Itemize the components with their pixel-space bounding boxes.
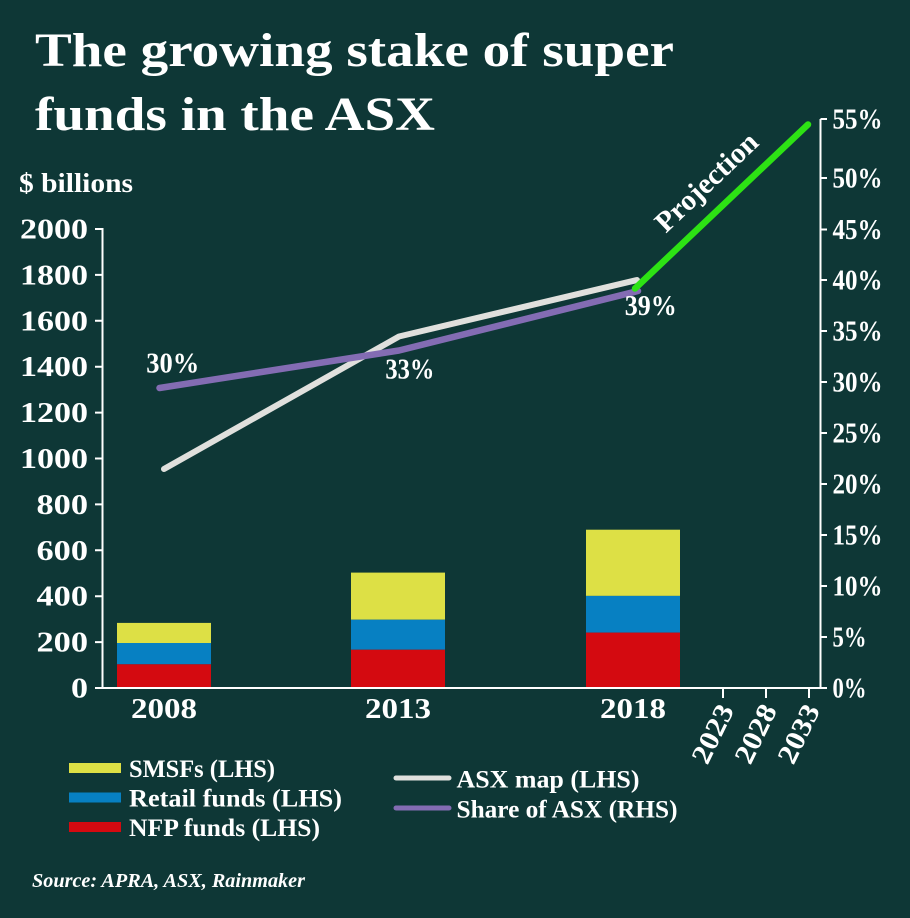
svg-text:SMSFs (LHS): SMSFs (LHS) [129, 756, 275, 783]
svg-text:200: 200 [37, 628, 89, 659]
svg-text:30%: 30% [146, 348, 199, 380]
svg-text:1000: 1000 [20, 444, 88, 475]
svg-text:Share of ASX (RHS): Share of ASX (RHS) [457, 797, 678, 824]
svg-text:2000: 2000 [20, 215, 88, 246]
svg-text:$ billions: $ billions [19, 168, 133, 198]
svg-text:1200: 1200 [20, 398, 88, 429]
svg-text:NFP funds (LHS): NFP funds (LHS) [129, 815, 320, 842]
svg-text:1800: 1800 [20, 260, 88, 291]
svg-text:800: 800 [37, 490, 89, 521]
svg-text:35%: 35% [833, 317, 883, 348]
svg-text:1400: 1400 [20, 352, 88, 383]
svg-text:ASX map (LHS): ASX map (LHS) [457, 767, 640, 794]
svg-text:20%: 20% [833, 470, 883, 501]
svg-text:50%: 50% [833, 164, 883, 195]
svg-text:Source: APRA, ASX, Rainmaker: Source: APRA, ASX, Rainmaker [32, 870, 306, 892]
svg-text:45%: 45% [833, 215, 883, 246]
svg-text:0%: 0% [833, 674, 867, 705]
svg-text:15%: 15% [833, 521, 883, 552]
svg-text:Retail funds (LHS): Retail funds (LHS) [129, 786, 342, 813]
svg-text:The growing stake of super: The growing stake of super [35, 24, 674, 77]
svg-text:55%: 55% [833, 105, 883, 136]
svg-text:2018: 2018 [600, 694, 666, 725]
svg-text:2008: 2008 [131, 694, 197, 725]
svg-text:30%: 30% [833, 368, 883, 399]
svg-text:funds in the ASX: funds in the ASX [35, 88, 435, 141]
svg-text:600: 600 [37, 536, 89, 567]
svg-text:400: 400 [37, 582, 89, 613]
svg-text:33%: 33% [385, 354, 434, 386]
svg-text:1600: 1600 [20, 306, 88, 337]
svg-text:5%: 5% [833, 623, 867, 654]
svg-text:10%: 10% [833, 572, 883, 603]
svg-text:39%: 39% [625, 290, 677, 322]
svg-text:2013: 2013 [365, 694, 431, 725]
svg-text:25%: 25% [833, 419, 883, 450]
svg-text:0: 0 [71, 674, 88, 705]
svg-text:40%: 40% [833, 266, 883, 297]
